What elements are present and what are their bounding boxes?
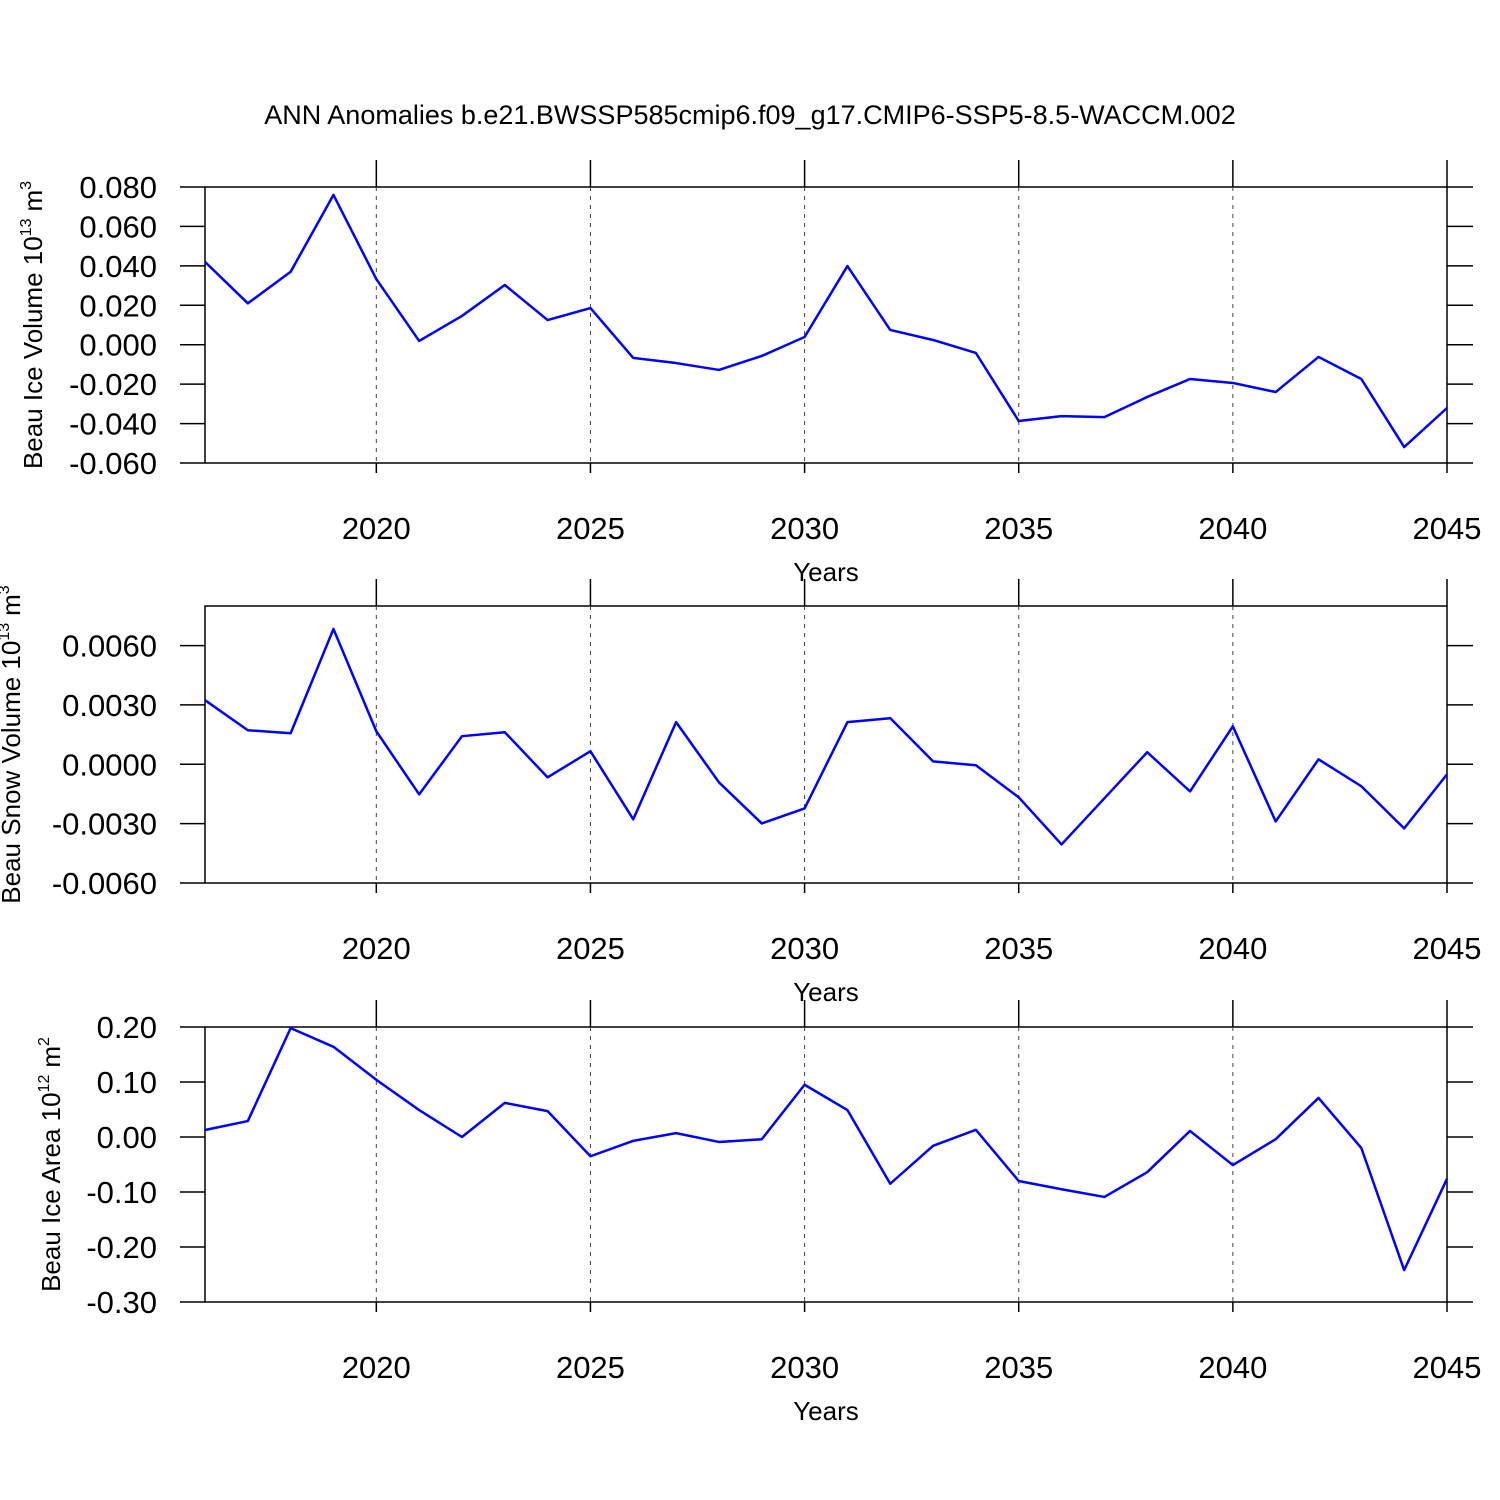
y-tick-label: -0.20: [86, 1230, 157, 1265]
x-tick-label: 2040: [1198, 511, 1267, 546]
x-tick-label: 2025: [556, 931, 625, 966]
y-axis-label-part: 13: [0, 623, 13, 641]
y-axis-label-part: m: [18, 190, 48, 212]
plot-frame: [204, 605, 1448, 884]
y-tick-label: 0.020: [79, 288, 157, 323]
y-axis-label-part: 13: [18, 218, 35, 236]
y-axis-label-part: Beau Ice Area 10: [36, 1092, 66, 1291]
y-axis-label-part: Beau Snow Volume 10: [0, 641, 26, 904]
y-axis-label-part: 3: [18, 181, 35, 190]
y-axis-label: Beau Ice Area 1012 m2: [36, 1037, 66, 1292]
y-axis-label-part: m: [36, 1046, 66, 1068]
y-tick-label: 0.080: [79, 170, 157, 205]
y-tick-label: 0.060: [79, 209, 157, 244]
x-axis-label: Years: [793, 557, 859, 587]
y-axis-label-part: 12: [36, 1075, 53, 1093]
x-tick-label: 2020: [342, 511, 411, 546]
y-tick-label: 0.20: [97, 1010, 157, 1045]
x-axis-label: Years: [793, 977, 859, 1007]
x-tick-label: 2040: [1198, 1350, 1267, 1385]
y-tick-label: -0.10: [86, 1175, 157, 1210]
x-tick-label: 2035: [984, 511, 1053, 546]
y-tick-label: 0.0060: [62, 629, 157, 664]
y-axis-label-part: 3: [0, 585, 13, 594]
y-tick-label: -0.30: [86, 1285, 157, 1320]
x-tick-label: 2020: [342, 931, 411, 966]
y-tick-label: 0.000: [79, 328, 157, 363]
x-tick-label: 2045: [1413, 931, 1482, 966]
x-tick-label: 2025: [556, 511, 625, 546]
y-tick-label: 0.00: [97, 1120, 157, 1155]
y-axis-label-part: 2: [36, 1037, 53, 1046]
x-tick-label: 2045: [1413, 511, 1482, 546]
data-line: [204, 193, 1448, 449]
y-tick-label: -0.060: [69, 446, 157, 481]
x-tick-label: 2040: [1198, 931, 1267, 966]
figure-title: ANN Anomalies b.e21.BWSSP585cmip6.f09_g1…: [264, 100, 1235, 130]
x-tick-label: 2025: [556, 1350, 625, 1385]
x-tick-label: 2030: [770, 1350, 839, 1385]
plot-frame: [204, 1026, 1448, 1303]
y-axis-label-part: Beau Ice Volume 10: [18, 236, 48, 469]
y-tick-label: -0.0030: [52, 807, 157, 842]
y-tick-label: 0.10: [97, 1065, 157, 1100]
x-axis-label: Years: [793, 1396, 859, 1426]
x-tick-label: 2030: [770, 931, 839, 966]
y-tick-label: -0.040: [69, 407, 157, 442]
y-tick-label: -0.020: [69, 367, 157, 402]
y-tick-label: 0.0000: [62, 747, 157, 782]
y-axis-label: Beau Snow Volume 1013 m3: [0, 585, 26, 904]
data-line: [204, 627, 1448, 846]
x-tick-label: 2030: [770, 511, 839, 546]
x-tick-label: 2020: [342, 1350, 411, 1385]
y-tick-label: 0.0030: [62, 688, 157, 723]
x-tick-label: 2035: [984, 931, 1053, 966]
x-tick-label: 2035: [984, 1350, 1053, 1385]
plot-frame: [204, 186, 1448, 464]
y-tick-label: 0.040: [79, 249, 157, 284]
y-axis-label-part: m: [0, 594, 26, 616]
y-tick-label: -0.0060: [52, 866, 157, 901]
data-line: [204, 1026, 1449, 1272]
y-axis-label: Beau Ice Volume 1013 m3: [18, 181, 48, 469]
x-tick-label: 2045: [1413, 1350, 1482, 1385]
